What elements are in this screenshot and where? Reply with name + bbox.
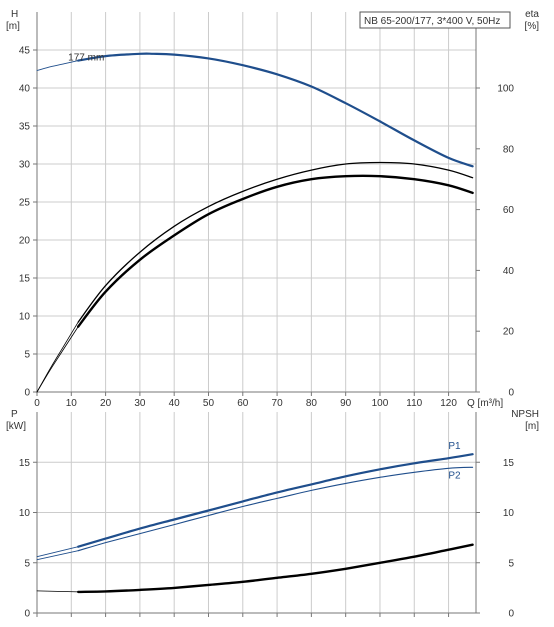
- x-tick-label: 40: [169, 398, 181, 409]
- right-axis-label: NPSH: [511, 409, 539, 420]
- left-tick-label: 5: [24, 558, 30, 569]
- left-tick-label: 0: [24, 609, 30, 620]
- right-tick-label: 10: [503, 508, 515, 519]
- extension-line-bottom-2: [36, 546, 79, 558]
- x-tick-label: 90: [340, 398, 352, 409]
- left-tick-label: 40: [19, 84, 31, 95]
- left-tick-label: 35: [19, 122, 31, 133]
- series-line-p2: [77, 466, 474, 552]
- title-box: NB 65-200/177, 3*400 V, 50Hz: [359, 11, 511, 29]
- left-tick-label: 0: [24, 388, 30, 399]
- x-tick-label: 50: [203, 398, 215, 409]
- left-axis-unit: [kW]: [6, 421, 26, 432]
- series-line-top-3: [77, 174, 474, 328]
- head-efficiency-chart: 0 5 10 15 20 25 30 35 40 45 0 20 40 60 80 100 0 10 20 30 40 5…: [6, 9, 539, 409]
- labels-bottom: 0 5 10 15 0 5 10 15 P[kW] NPSH[m] P1 P2: [6, 409, 539, 620]
- x-tick-label: 30: [134, 398, 146, 409]
- right-tick-label: 15: [503, 458, 515, 469]
- right-axis-unit: [%]: [525, 21, 540, 32]
- x-tick-label: 20: [100, 398, 112, 409]
- grid-bottom: [36, 412, 476, 614]
- left-tick-label: 25: [19, 198, 31, 209]
- right-tick-label: 60: [503, 205, 515, 216]
- title-box-frame: [359, 11, 511, 29]
- right-tick-label: 100: [497, 84, 514, 95]
- labels-top: 0 5 10 15 20 25 30 35 40 45 0 20 40 60 80 100 0 10 20 30 40 5…: [6, 9, 539, 409]
- x-axis-label: Q [m³/h]: [467, 398, 503, 409]
- x-tick-label: 120: [440, 398, 457, 409]
- series-top: [36, 52, 474, 393]
- x-tick-label: 110: [406, 398, 422, 409]
- right-tick-label: 5: [508, 558, 514, 569]
- series-bottom: [36, 453, 474, 594]
- series-line-p1: [77, 453, 474, 548]
- extension-line-bottom-5: [36, 590, 79, 593]
- power-npsh-chart: 0 5 10 15 0 5 10 15 P[kW] NPSH[m] P1 P2: [6, 409, 539, 620]
- right-tick-label: 40: [503, 266, 515, 277]
- x-tick-label: 0: [34, 398, 40, 409]
- x-tick-label: 80: [306, 398, 318, 409]
- curve-annotation: 177 mm: [68, 52, 104, 63]
- right-tick-label: 80: [503, 144, 515, 155]
- left-axis-unit: [m]: [6, 21, 20, 32]
- chart-title: NB 65-200/177, 3*400 V, 50Hz: [364, 16, 500, 27]
- extension-line-top-5: [36, 326, 79, 393]
- right-axis-unit: [m]: [525, 421, 539, 432]
- left-axis-label: H: [11, 9, 18, 20]
- left-tick-label: 10: [19, 508, 31, 519]
- x-tick-label: 100: [372, 398, 389, 409]
- series-line-bottom-4: [77, 543, 474, 594]
- x-tick-label: 10: [66, 398, 78, 409]
- left-tick-label: 15: [19, 274, 31, 285]
- left-tick-label: 45: [19, 46, 31, 57]
- right-tick-label: 20: [503, 327, 515, 338]
- left-tick-label: 10: [19, 312, 31, 323]
- x-tick-label: 60: [237, 398, 249, 409]
- series-label-p1: P1: [448, 441, 461, 452]
- right-tick-label: 0: [508, 609, 514, 620]
- axes-bottom: [33, 412, 480, 617]
- left-tick-label: 5: [24, 350, 30, 361]
- series-line-top-2: [77, 161, 474, 323]
- extension-line-bottom-3: [36, 550, 79, 561]
- left-tick-label: 30: [19, 160, 31, 171]
- extension-line-top-1: [36, 60, 79, 71]
- x-tick-label: 70: [272, 398, 284, 409]
- left-tick-label: 20: [19, 236, 31, 247]
- left-tick-label: 15: [19, 458, 31, 469]
- axes-top: [33, 12, 480, 396]
- right-axis-label: eta: [525, 9, 539, 20]
- series-line-top-0: [77, 52, 474, 168]
- right-tick-label: 0: [508, 388, 514, 399]
- left-axis-label: P: [11, 409, 18, 420]
- series-label-p2: P2: [448, 470, 461, 481]
